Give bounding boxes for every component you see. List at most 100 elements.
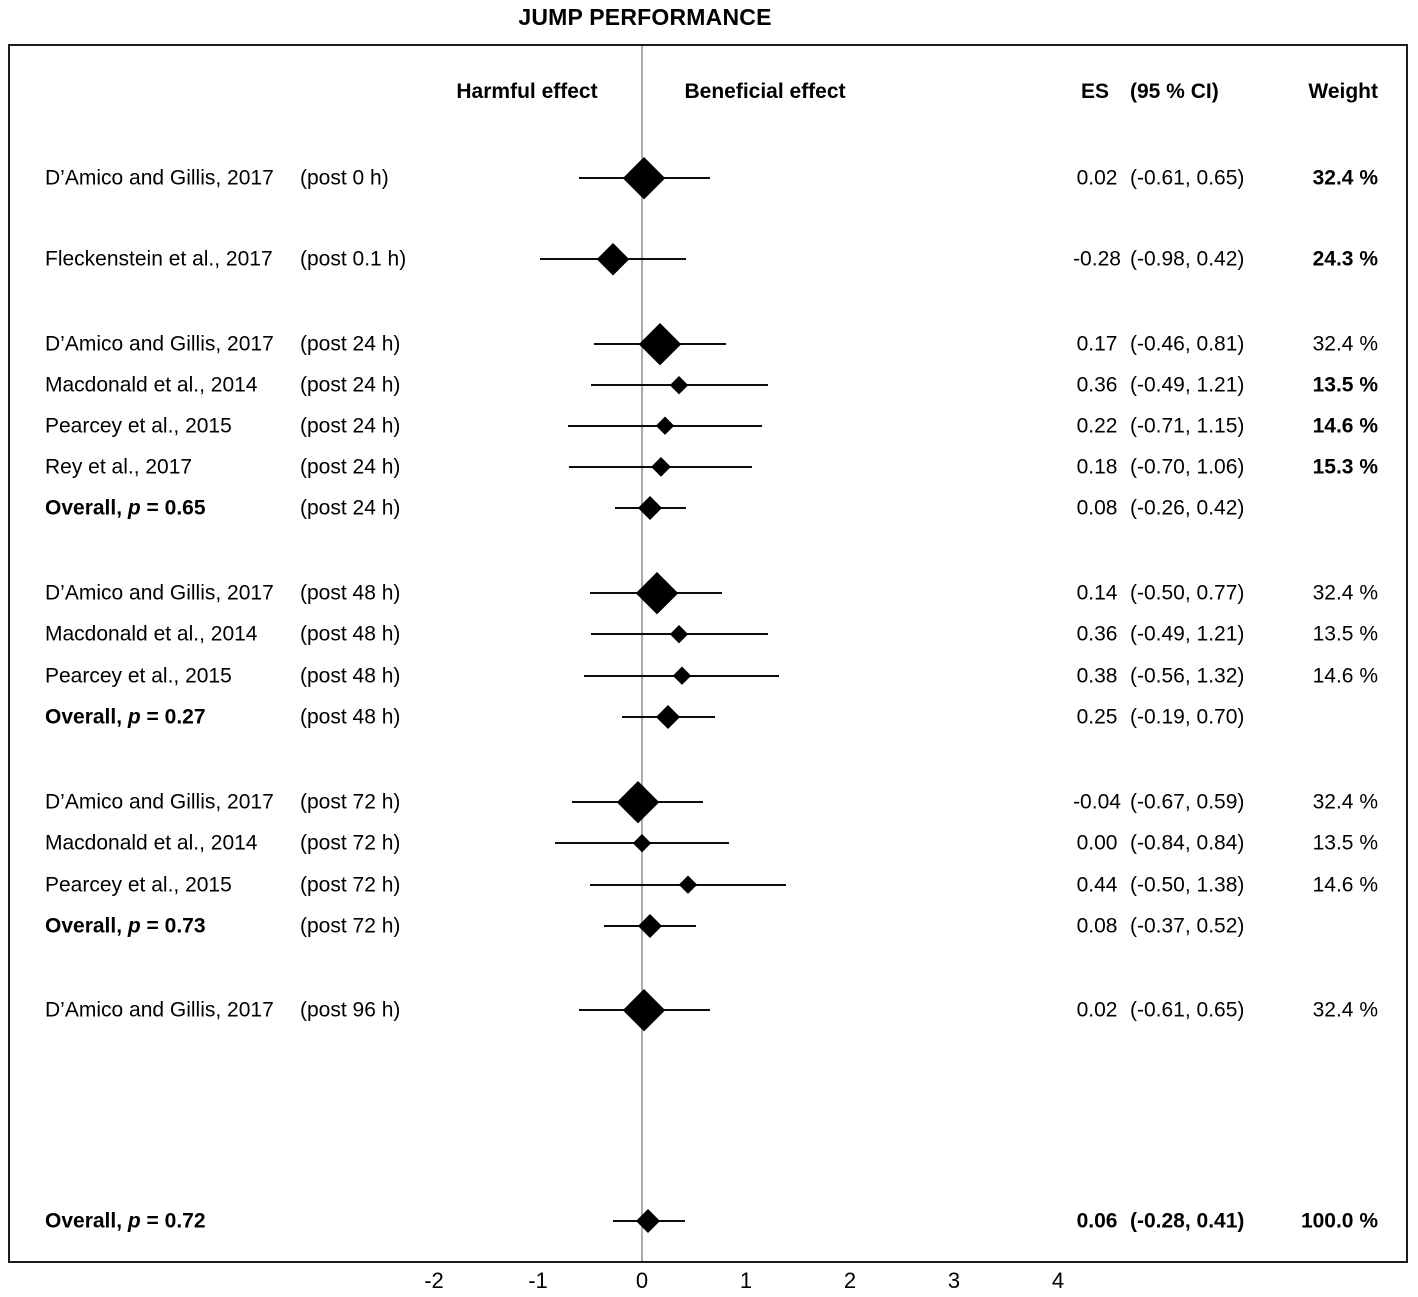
p-symbol: p <box>127 914 141 938</box>
x-tick-label: 1 <box>739 1268 753 1293</box>
study-label: Macdonald et al., 2014 <box>45 373 258 397</box>
es-value: 0.14 <box>1076 581 1118 605</box>
es-value: 0.25 <box>1076 705 1118 729</box>
study-label: Pearcey et al., 2015 <box>45 664 232 688</box>
time-label: (post 24 h) <box>300 414 401 438</box>
header-95ci: (95 % CI) <box>1130 80 1219 103</box>
ci-value: (-0.49, 1.21) <box>1130 373 1245 397</box>
ci-value: (-0.70, 1.06) <box>1130 455 1245 479</box>
study-label: Overall, p = 0.73 <box>45 914 206 938</box>
ci-value: (-0.98, 0.42) <box>1130 247 1245 271</box>
header-weight: Weight <box>1308 80 1378 103</box>
weight-value: 14.6 % <box>1312 414 1378 438</box>
es-value: 0.08 <box>1076 914 1118 938</box>
time-label: (post 48 h) <box>300 622 401 646</box>
study-label: Overall, p = 0.27 <box>45 705 206 729</box>
ci-value: (-0.50, 1.38) <box>1130 873 1245 897</box>
study-label: Overall, p = 0.65 <box>45 496 206 520</box>
study-label: Fleckenstein et al., 2017 <box>45 247 273 271</box>
x-tick-label: -1 <box>528 1268 548 1293</box>
weight-value: 100.0 % <box>1300 1209 1378 1233</box>
ci-value: (-0.56, 1.32) <box>1130 664 1245 688</box>
zero-reference-line <box>641 46 643 1261</box>
weight-value: 14.6 % <box>1312 873 1378 897</box>
es-value: 0.17 <box>1076 332 1118 356</box>
es-value: 0.08 <box>1076 496 1118 520</box>
figure-title: JUMP PERFORMANCE <box>518 4 772 30</box>
time-label: (post 72 h) <box>300 831 401 855</box>
weight-value: 14.6 % <box>1312 664 1378 688</box>
es-value: -0.04 <box>1073 790 1121 814</box>
ci-value: (-0.67, 0.59) <box>1130 790 1245 814</box>
weight-value: 32.4 % <box>1312 998 1378 1022</box>
weight-value: 32.4 % <box>1312 581 1378 605</box>
x-tick-label: -2 <box>424 1268 444 1293</box>
study-label: D’Amico and Gillis, 2017 <box>45 998 274 1022</box>
time-label: (post 48 h) <box>300 664 401 688</box>
study-label: Overall, p = 0.72 <box>45 1209 206 1233</box>
study-label: Macdonald et al., 2014 <box>45 622 258 646</box>
weight-value: 13.5 % <box>1312 373 1378 397</box>
time-label: (post 72 h) <box>300 873 401 897</box>
ci-value: (-0.19, 0.70) <box>1130 705 1245 729</box>
header-es: ES <box>1080 80 1109 103</box>
p-symbol: p <box>127 496 141 520</box>
es-value: 0.02 <box>1076 166 1118 190</box>
p-symbol: p <box>127 1209 141 1233</box>
es-value: -0.28 <box>1073 247 1121 271</box>
weight-value: 13.5 % <box>1312 622 1378 646</box>
weight-value: 32.4 % <box>1312 166 1378 190</box>
study-label: D’Amico and Gillis, 2017 <box>45 581 274 605</box>
x-tick-label: 4 <box>1051 1268 1065 1293</box>
time-label: (post 0.1 h) <box>300 247 407 271</box>
weight-value: 32.4 % <box>1312 790 1378 814</box>
time-label: (post 48 h) <box>300 705 401 729</box>
weight-value: 32.4 % <box>1312 332 1378 356</box>
es-value: 0.36 <box>1076 622 1118 646</box>
ci-value: (-0.61, 0.65) <box>1130 166 1245 190</box>
weight-value: 15.3 % <box>1312 455 1378 479</box>
time-label: (post 72 h) <box>300 790 401 814</box>
weight-value: 24.3 % <box>1312 247 1378 271</box>
ci-value: (-0.61, 0.65) <box>1130 998 1245 1022</box>
ci-value: (-0.26, 0.42) <box>1130 496 1245 520</box>
study-label: Rey et al., 2017 <box>45 455 193 479</box>
es-value: 0.00 <box>1076 831 1118 855</box>
ci-value: (-0.46, 0.81) <box>1130 332 1245 356</box>
study-label: Pearcey et al., 2015 <box>45 414 232 438</box>
es-value: 0.02 <box>1076 998 1118 1022</box>
x-tick-label: 2 <box>843 1268 857 1293</box>
p-symbol: p <box>127 705 141 729</box>
es-value: 0.38 <box>1076 664 1118 688</box>
time-label: (post 24 h) <box>300 496 401 520</box>
weight-value: 13.5 % <box>1312 831 1378 855</box>
study-label: Pearcey et al., 2015 <box>45 873 232 897</box>
ci-value: (-0.28, 0.41) <box>1130 1209 1245 1233</box>
time-label: (post 96 h) <box>300 998 401 1022</box>
ci-value: (-0.71, 1.15) <box>1130 414 1245 438</box>
header-beneficial-effect: Beneficial effect <box>684 80 846 103</box>
time-label: (post 72 h) <box>300 914 401 938</box>
time-label: (post 24 h) <box>300 332 401 356</box>
es-value: 0.06 <box>1076 1209 1118 1233</box>
x-tick-label: 3 <box>947 1268 961 1293</box>
ci-value: (-0.37, 0.52) <box>1130 914 1245 938</box>
ci-value: (-0.50, 0.77) <box>1130 581 1245 605</box>
x-tick-label: 0 <box>635 1268 649 1293</box>
ci-value: (-0.49, 1.21) <box>1130 622 1245 646</box>
study-label: Macdonald et al., 2014 <box>45 831 258 855</box>
header-harmful-effect: Harmful effect <box>456 80 598 103</box>
study-label: D’Amico and Gillis, 2017 <box>45 790 274 814</box>
es-value: 0.36 <box>1076 373 1118 397</box>
study-label: D’Amico and Gillis, 2017 <box>45 166 274 190</box>
es-value: 0.44 <box>1076 873 1118 897</box>
time-label: (post 48 h) <box>300 581 401 605</box>
es-value: 0.18 <box>1076 455 1118 479</box>
es-value: 0.22 <box>1076 414 1118 438</box>
ci-value: (-0.84, 0.84) <box>1130 831 1245 855</box>
study-label: D’Amico and Gillis, 2017 <box>45 332 274 356</box>
time-label: (post 24 h) <box>300 373 401 397</box>
